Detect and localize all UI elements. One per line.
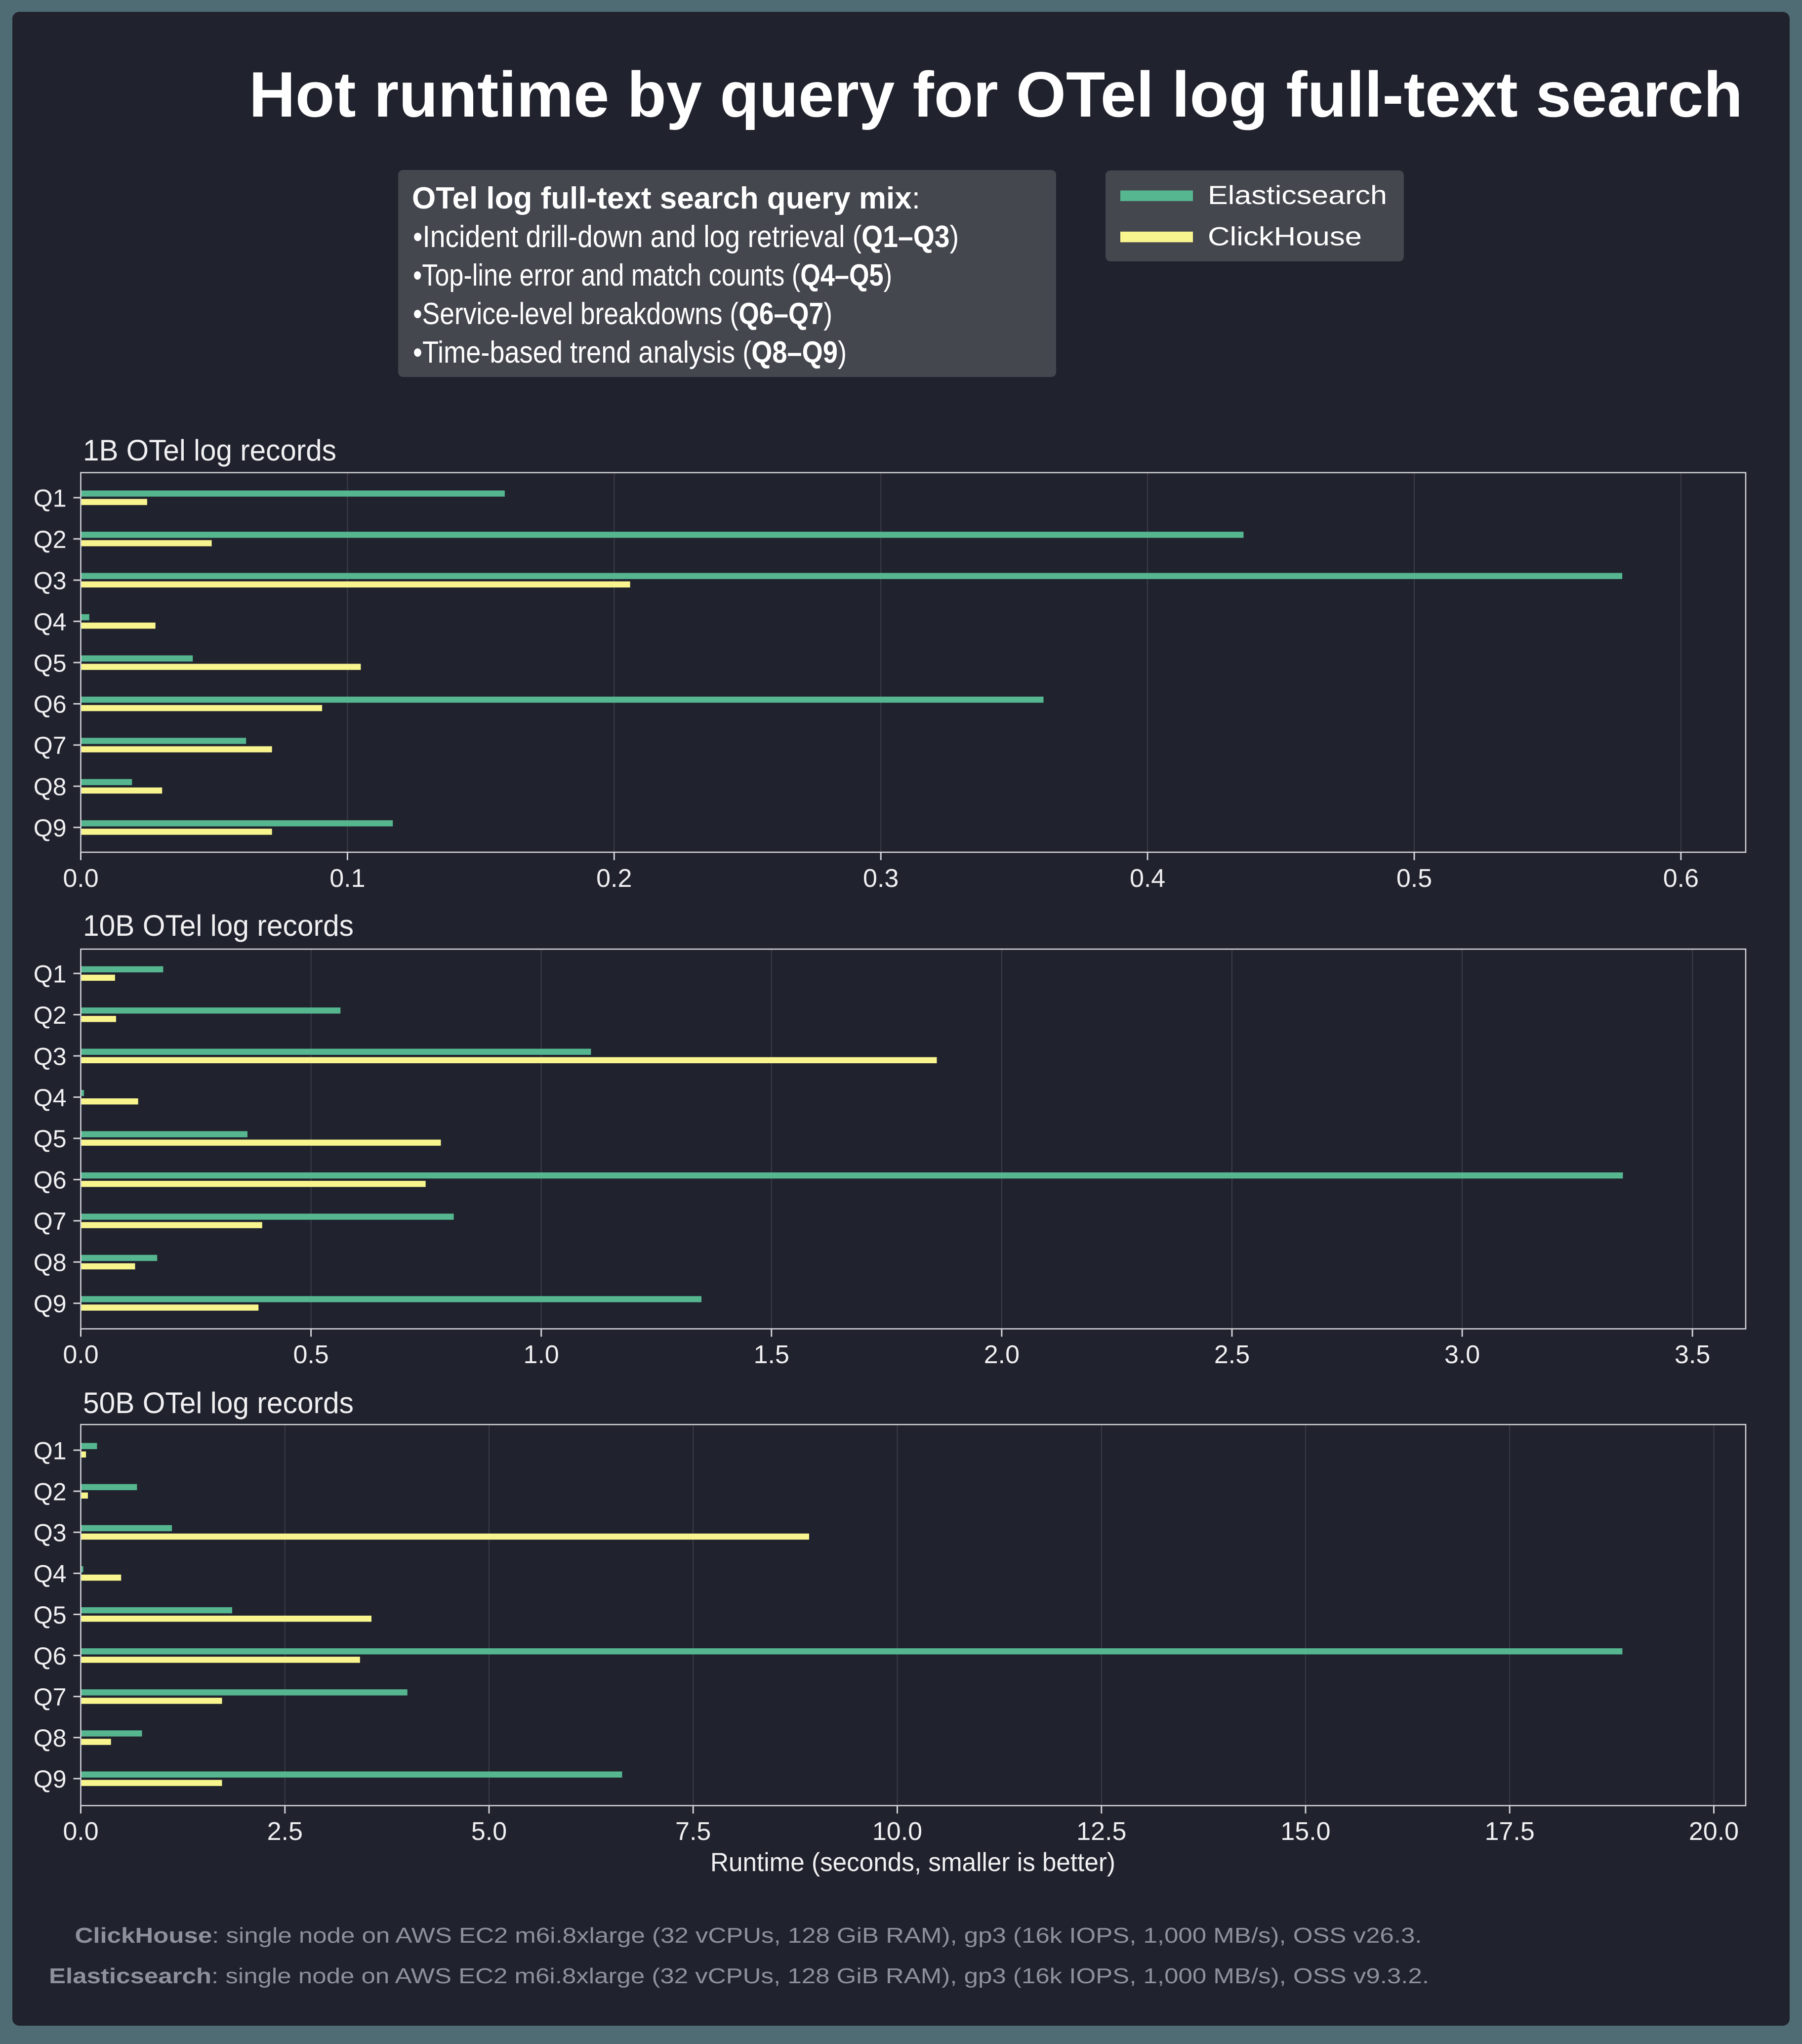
svg-text:Elasticsearch: single node on: Elasticsearch: single node on AWS EC2 m6… <box>49 1964 1429 1988</box>
svg-text:Q3: Q3 <box>34 1043 67 1070</box>
svg-text:•Time-based trend analysis (Q8: •Time-based trend analysis (Q8–Q9) <box>413 335 847 370</box>
svg-text:0.6: 0.6 <box>1663 864 1699 893</box>
svg-text:Q1: Q1 <box>34 1437 67 1464</box>
svg-text:Hot runtime by query for OTel: Hot runtime by query for OTel log full-t… <box>249 58 1743 130</box>
svg-text:2.5: 2.5 <box>1214 1340 1250 1369</box>
svg-text:Q5: Q5 <box>34 1601 67 1629</box>
svg-text:Q4: Q4 <box>34 1560 67 1588</box>
svg-text:Q1: Q1 <box>34 960 67 988</box>
svg-text:0.2: 0.2 <box>596 864 632 893</box>
svg-text:15.0: 15.0 <box>1280 1817 1330 1846</box>
svg-text:0.0: 0.0 <box>63 1340 98 1369</box>
svg-text:20.0: 20.0 <box>1689 1817 1739 1846</box>
svg-text:50B OTel log records: 50B OTel log records <box>83 1386 354 1419</box>
svg-text:10B OTel log records: 10B OTel log records <box>83 909 354 942</box>
svg-text:Elasticsearch: Elasticsearch <box>1208 181 1387 210</box>
svg-text:Q2: Q2 <box>34 526 67 553</box>
svg-text:0.5: 0.5 <box>1396 864 1432 893</box>
svg-text:3.5: 3.5 <box>1675 1340 1710 1369</box>
svg-text:Q4: Q4 <box>34 1084 67 1112</box>
svg-text:Q7: Q7 <box>34 732 67 759</box>
svg-text:0.1: 0.1 <box>329 864 365 893</box>
svg-text:ClickHouse: ClickHouse <box>1208 222 1362 251</box>
svg-text:17.5: 17.5 <box>1485 1817 1535 1846</box>
svg-text:Q8: Q8 <box>34 1724 67 1752</box>
svg-text:1.5: 1.5 <box>754 1340 789 1369</box>
svg-text:Q8: Q8 <box>34 773 67 801</box>
svg-text:10.0: 10.0 <box>872 1817 922 1846</box>
svg-text:0.4: 0.4 <box>1130 864 1165 893</box>
svg-text:Runtime (seconds, smaller is b: Runtime (seconds, smaller is better) <box>710 1848 1115 1877</box>
svg-text:7.5: 7.5 <box>675 1817 711 1846</box>
svg-text:Q3: Q3 <box>34 1519 67 1547</box>
svg-text:Q9: Q9 <box>34 1765 67 1793</box>
svg-text:5.0: 5.0 <box>471 1817 507 1846</box>
svg-text:0.3: 0.3 <box>863 864 899 893</box>
svg-text:OTel log full-text search quer: OTel log full-text search query mix: <box>412 181 920 215</box>
svg-text:Q3: Q3 <box>34 567 67 594</box>
svg-text:ClickHouse: single node on AWS: ClickHouse: single node on AWS EC2 m6i.8… <box>75 1923 1422 1948</box>
svg-text:0.5: 0.5 <box>293 1340 328 1369</box>
svg-text:1.0: 1.0 <box>524 1340 559 1369</box>
svg-text:Q2: Q2 <box>34 1478 67 1505</box>
svg-text:3.0: 3.0 <box>1444 1340 1480 1369</box>
svg-text:Q6: Q6 <box>34 1167 67 1194</box>
svg-text:Q6: Q6 <box>34 1642 67 1670</box>
svg-text:Q7: Q7 <box>34 1208 67 1235</box>
svg-text:2.0: 2.0 <box>984 1340 1020 1369</box>
svg-text:1B OTel log records: 1B OTel log records <box>83 434 336 467</box>
svg-text:•Incident drill-down and log r: •Incident drill-down and log retrieval (… <box>413 220 959 254</box>
svg-text:Q5: Q5 <box>34 1125 67 1153</box>
svg-text:0.0: 0.0 <box>63 1817 98 1846</box>
svg-text:Q5: Q5 <box>34 649 67 677</box>
svg-text:Q1: Q1 <box>34 485 67 512</box>
svg-text:Q9: Q9 <box>34 814 67 842</box>
svg-text:0.0: 0.0 <box>63 864 98 893</box>
svg-text:•Service-level breakdowns (Q6–: •Service-level breakdowns (Q6–Q7) <box>413 297 832 331</box>
svg-text:•Top-line error and match coun: •Top-line error and match counts (Q4–Q5) <box>413 258 892 292</box>
svg-text:12.5: 12.5 <box>1076 1817 1126 1846</box>
svg-text:Q8: Q8 <box>34 1249 67 1277</box>
svg-text:2.5: 2.5 <box>267 1817 303 1846</box>
svg-text:Q6: Q6 <box>34 691 67 718</box>
svg-text:Q2: Q2 <box>34 1001 67 1029</box>
svg-text:Q4: Q4 <box>34 608 67 636</box>
svg-text:Q9: Q9 <box>34 1290 67 1318</box>
svg-text:Q7: Q7 <box>34 1683 67 1711</box>
